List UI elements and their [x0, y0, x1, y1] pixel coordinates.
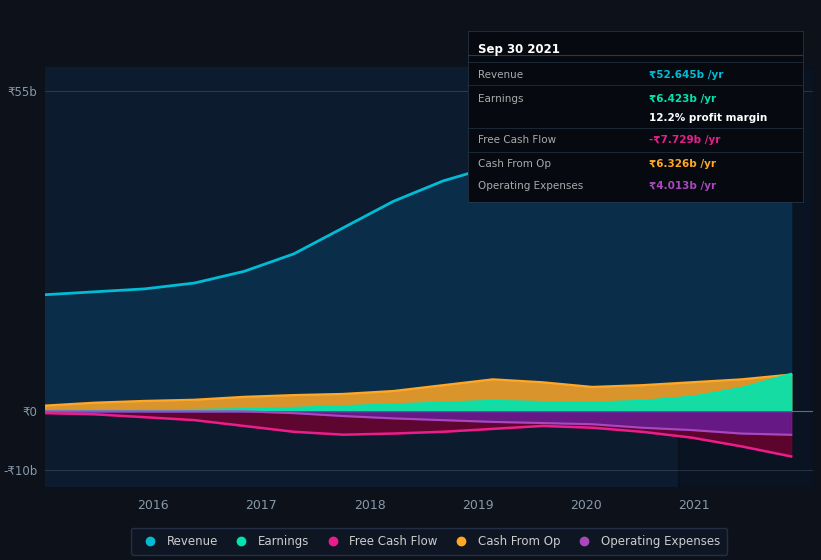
Text: ₹4.013b /yr: ₹4.013b /yr	[649, 181, 716, 191]
Text: Cash From Op: Cash From Op	[478, 159, 551, 169]
Text: Free Cash Flow: Free Cash Flow	[478, 135, 556, 145]
Text: -₹7.729b /yr: -₹7.729b /yr	[649, 135, 720, 145]
Text: Sep 30 2021: Sep 30 2021	[478, 43, 560, 56]
Text: Revenue: Revenue	[478, 70, 523, 80]
Text: 12.2% profit margin: 12.2% profit margin	[649, 113, 767, 123]
Text: Earnings: Earnings	[478, 94, 524, 104]
Text: Operating Expenses: Operating Expenses	[478, 181, 583, 191]
Bar	[677, 67, 813, 487]
Text: ₹6.423b /yr: ₹6.423b /yr	[649, 94, 716, 104]
Text: ₹52.645b /yr: ₹52.645b /yr	[649, 70, 723, 80]
Text: ₹6.326b /yr: ₹6.326b /yr	[649, 159, 716, 169]
Legend: Revenue, Earnings, Free Cash Flow, Cash From Op, Operating Expenses: Revenue, Earnings, Free Cash Flow, Cash …	[131, 528, 727, 555]
